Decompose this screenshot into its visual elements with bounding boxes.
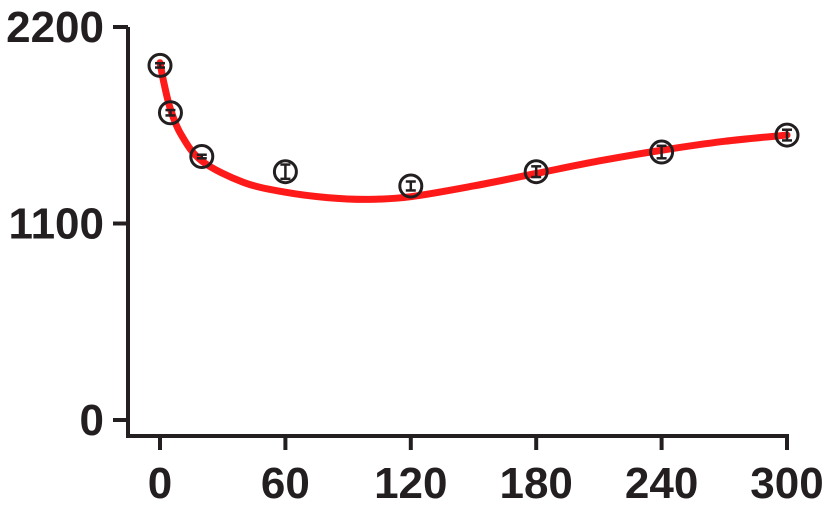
x-tick-label: 0 xyxy=(148,459,172,508)
x-tick-label: 180 xyxy=(499,459,572,508)
data-point xyxy=(523,159,549,185)
y-tick-label: 1100 xyxy=(9,200,104,249)
data-point-marker xyxy=(157,100,183,126)
data-point xyxy=(189,144,215,170)
data-point xyxy=(649,139,675,165)
x-tick-label: 300 xyxy=(750,459,823,508)
fit-curve xyxy=(156,59,791,203)
data-point xyxy=(272,159,298,185)
data-point xyxy=(157,100,183,126)
tick-labels: 0 1100 2200 0 60 120 180 240 300 xyxy=(6,3,824,508)
data-point-marker xyxy=(523,159,549,185)
data-point xyxy=(147,52,173,78)
x-tick-label: 240 xyxy=(625,459,698,508)
data-point-marker xyxy=(272,159,298,185)
data-point xyxy=(774,122,800,148)
data-point-marker xyxy=(774,122,800,148)
data-point-marker xyxy=(649,139,675,165)
data-point-marker xyxy=(189,144,215,170)
axes xyxy=(113,25,789,450)
y-tick-label: 2200 xyxy=(6,3,104,52)
data-point-marker xyxy=(398,173,424,199)
plot-area xyxy=(147,52,800,203)
x-tick-label: 60 xyxy=(261,459,310,508)
x-tick-label: 120 xyxy=(374,459,447,508)
data-point-marker xyxy=(147,52,173,78)
y-tick-label: 0 xyxy=(80,396,104,445)
data-point xyxy=(398,173,424,199)
